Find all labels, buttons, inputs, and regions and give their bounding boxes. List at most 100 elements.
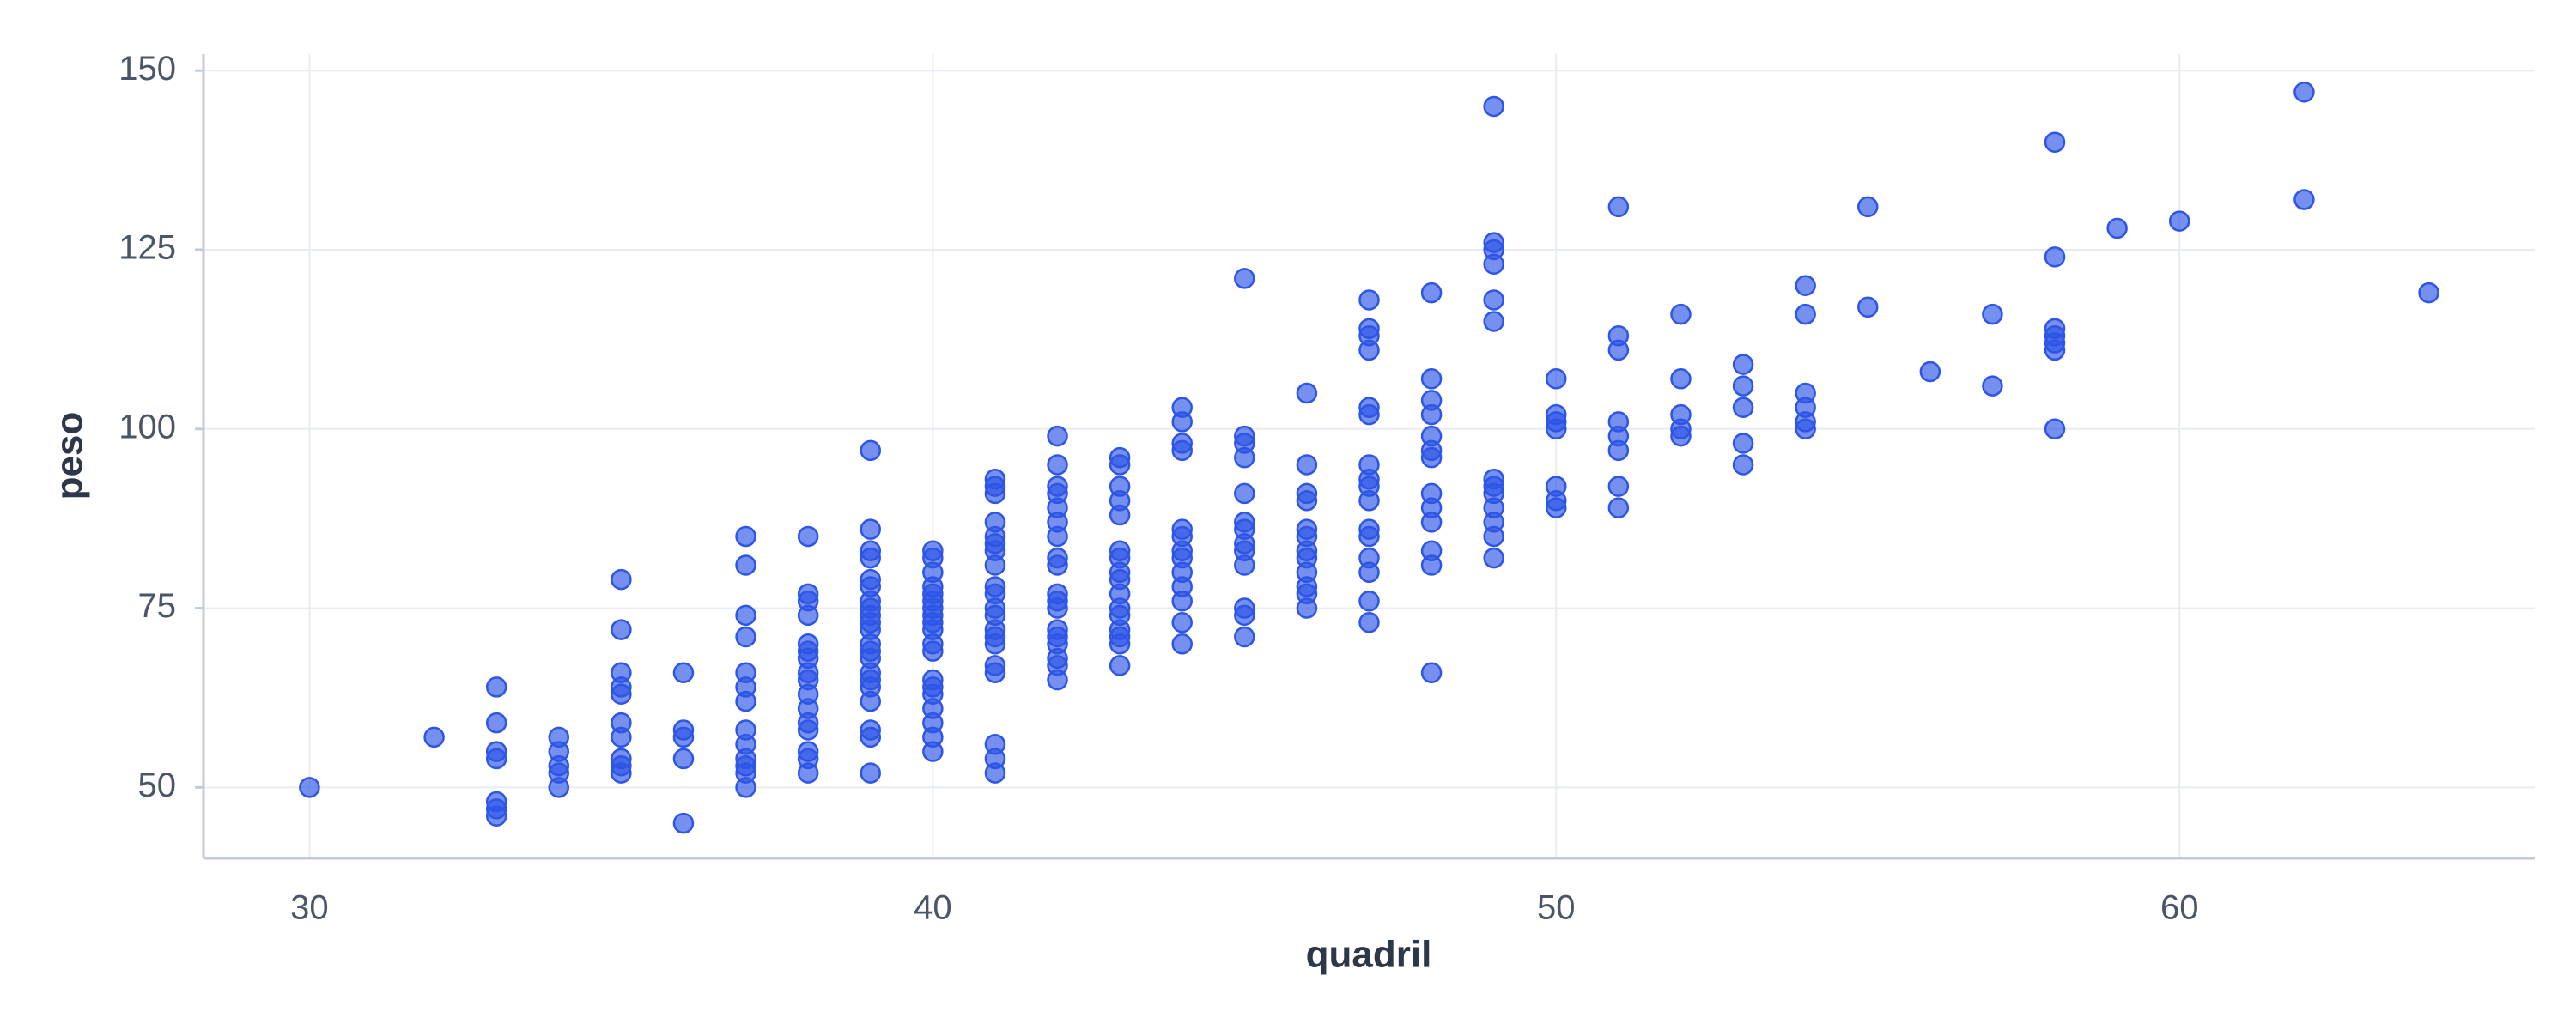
point — [1358, 525, 1380, 548]
point — [1109, 633, 1131, 655]
point — [860, 726, 882, 748]
point — [2044, 418, 2066, 440]
point — [1171, 611, 1193, 633]
point — [1234, 604, 1255, 627]
point — [735, 525, 756, 548]
point — [1483, 311, 1504, 332]
point — [2044, 339, 2066, 361]
point — [1296, 490, 1318, 512]
point — [2418, 282, 2439, 304]
point — [1171, 439, 1193, 462]
point — [1358, 339, 1380, 361]
point — [672, 662, 695, 683]
point — [860, 518, 882, 540]
x-tick-label: 30 — [290, 889, 329, 927]
point — [797, 525, 819, 548]
point — [1234, 626, 1255, 648]
point — [2044, 246, 2066, 268]
point — [1607, 497, 1630, 518]
y-axis-title: peso — [49, 412, 91, 500]
point — [1420, 403, 1443, 426]
point — [1358, 590, 1380, 612]
point — [548, 777, 570, 798]
point — [984, 482, 1006, 505]
point — [1234, 482, 1255, 505]
point — [1856, 196, 1879, 218]
point — [984, 633, 1006, 655]
point — [1607, 196, 1630, 218]
point — [1670, 303, 1692, 325]
point — [672, 812, 695, 834]
point — [797, 762, 819, 784]
point — [860, 762, 882, 784]
point — [922, 640, 944, 662]
point — [797, 719, 819, 741]
point — [1856, 296, 1879, 318]
point — [1420, 554, 1443, 576]
point — [1982, 375, 2003, 397]
point — [1296, 382, 1318, 404]
point — [485, 748, 507, 770]
point — [1732, 354, 1754, 375]
point — [1732, 454, 1754, 476]
point — [1420, 512, 1443, 533]
point — [1047, 669, 1068, 691]
point — [1234, 554, 1255, 576]
point — [735, 690, 756, 712]
point — [1420, 368, 1443, 390]
point — [672, 726, 695, 748]
point — [984, 762, 1006, 784]
point — [1358, 490, 1380, 512]
point — [1296, 597, 1318, 619]
point — [1047, 597, 1068, 619]
point — [735, 777, 756, 798]
point — [2168, 210, 2190, 232]
point — [1795, 275, 1816, 296]
point — [860, 690, 882, 712]
point — [1483, 253, 1504, 275]
point — [1296, 454, 1318, 476]
point — [1483, 95, 1504, 118]
point — [611, 762, 632, 784]
point — [1358, 611, 1380, 633]
point — [1546, 418, 1567, 440]
point — [1607, 439, 1630, 462]
point — [735, 626, 756, 648]
point — [2293, 189, 2315, 210]
point — [1795, 418, 1816, 440]
y-tick-label: 125 — [118, 229, 176, 267]
point — [2106, 217, 2128, 239]
point — [1047, 454, 1068, 476]
point — [1670, 368, 1692, 390]
point — [2044, 131, 2066, 153]
point — [2293, 82, 2315, 103]
point — [1919, 360, 1941, 383]
point — [485, 676, 507, 698]
point — [672, 748, 695, 770]
point — [735, 604, 756, 627]
point — [485, 712, 507, 734]
x-tick-label: 60 — [2160, 889, 2199, 927]
point — [299, 777, 320, 798]
point — [611, 568, 632, 591]
x-tick-label: 50 — [1537, 889, 1576, 927]
x-tick-label: 40 — [914, 889, 952, 927]
point — [1047, 525, 1068, 548]
point — [1670, 425, 1692, 447]
y-tick-label: 75 — [138, 587, 177, 625]
point — [1109, 454, 1131, 476]
point — [611, 726, 632, 748]
point — [1420, 282, 1443, 304]
point — [1234, 446, 1255, 469]
point — [1047, 425, 1068, 447]
point — [611, 683, 632, 706]
point — [1732, 433, 1754, 454]
y-tick-label: 100 — [118, 408, 176, 445]
point — [1483, 289, 1504, 311]
point — [1171, 411, 1193, 433]
point — [1109, 655, 1131, 676]
point — [984, 554, 1006, 576]
point — [922, 741, 944, 762]
point — [1732, 397, 1754, 418]
